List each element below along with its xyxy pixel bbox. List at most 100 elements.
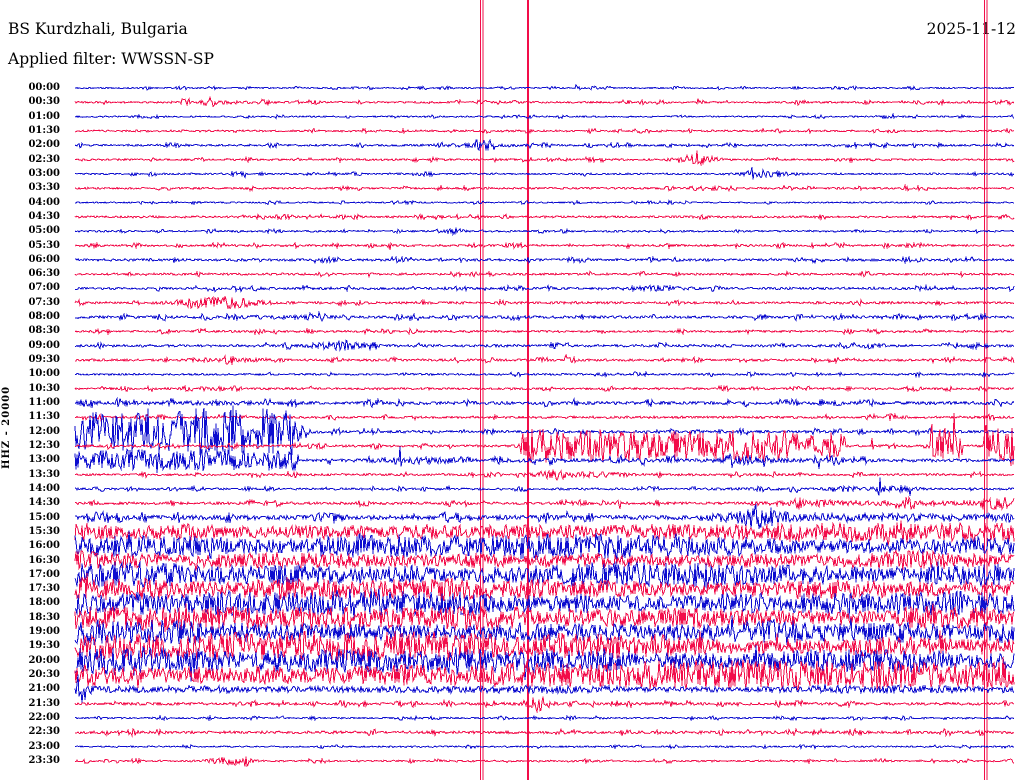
- trace-row-1130: [74, 412, 1015, 422]
- time-label-1000: 10:00: [28, 368, 60, 380]
- trace-row-1430: [74, 495, 1015, 511]
- time-label-0030: 00:30: [28, 96, 60, 108]
- trace-row-1100: [74, 396, 1015, 409]
- time-label-2230: 22:30: [28, 726, 60, 738]
- trace-row-0700: [74, 283, 1015, 293]
- trace-row-2300: [74, 743, 1015, 751]
- trace-row-1530: [74, 520, 1015, 547]
- time-label-0730: 07:30: [28, 296, 60, 308]
- time-label-2000: 20:00: [28, 654, 60, 666]
- applied-filter-label: Applied filter: WWSSN-SP: [8, 50, 214, 68]
- time-label-1930: 19:30: [28, 640, 60, 652]
- time-label-0430: 04:30: [28, 210, 60, 222]
- trace-row-1900: [74, 615, 1015, 646]
- trace-row-0300: [74, 167, 1015, 180]
- time-label-0800: 08:00: [28, 311, 60, 323]
- time-label-0630: 06:30: [28, 268, 60, 280]
- time-label-1230: 12:30: [28, 439, 60, 451]
- trace-row-1200: [74, 405, 1015, 461]
- trace-row-0930: [74, 353, 1015, 366]
- trace-row-0900: [74, 339, 1015, 352]
- time-label-0200: 02:00: [28, 139, 60, 151]
- vertical-marker-line: [482, 0, 484, 780]
- trace-row-0230: [74, 150, 1015, 167]
- time-label-1800: 18:00: [28, 597, 60, 609]
- trace-row-1000: [74, 370, 1015, 379]
- trace-row-1330: [74, 469, 1015, 482]
- time-label-1100: 11:00: [28, 397, 60, 409]
- time-label-1530: 15:30: [28, 525, 60, 537]
- vertical-marker-line: [527, 0, 529, 780]
- time-label-2330: 23:30: [28, 755, 60, 766]
- trace-row-2100: [74, 674, 1015, 703]
- time-label-1400: 14:00: [28, 482, 60, 494]
- station-title: BS Kurdzhali, Bulgaria: [8, 20, 188, 38]
- time-label-0830: 08:30: [28, 325, 60, 337]
- time-label-1900: 19:00: [28, 626, 60, 638]
- time-label-2030: 20:30: [28, 669, 60, 681]
- trace-row-0030: [74, 95, 1015, 108]
- time-label-0930: 09:30: [28, 354, 60, 366]
- trace-row-0000: [74, 83, 1015, 91]
- trace-row-1630: [74, 549, 1015, 571]
- time-label-0000: 00:00: [28, 82, 60, 93]
- time-label-0330: 03:30: [28, 182, 60, 194]
- time-label-0100: 01:00: [28, 110, 60, 122]
- trace-row-0830: [74, 327, 1015, 336]
- time-label-0900: 09:00: [28, 339, 60, 351]
- time-label-0130: 01:30: [28, 124, 60, 136]
- time-label-0700: 07:00: [28, 282, 60, 294]
- trace-row-2130: [74, 696, 1015, 714]
- trace-row-0400: [74, 199, 1015, 206]
- trace-row-1730: [74, 572, 1015, 602]
- time-label-0600: 06:00: [28, 253, 60, 265]
- trace-row-1300: [74, 446, 1015, 474]
- trace-row-0600: [74, 255, 1015, 265]
- trace-row-0430: [74, 212, 1015, 222]
- time-label-0230: 02:30: [28, 153, 60, 165]
- time-label-2100: 21:00: [28, 683, 60, 695]
- trace-row-1400: [74, 477, 1015, 496]
- time-label-0300: 03:00: [28, 167, 60, 179]
- time-label-1130: 11:30: [28, 411, 60, 423]
- time-label-0400: 04:00: [28, 196, 60, 208]
- trace-row-1600: [74, 530, 1015, 561]
- trace-row-1500: [74, 503, 1015, 530]
- trace-row-0800: [74, 310, 1015, 323]
- trace-row-2030: [74, 657, 1015, 691]
- trace-row-0500: [74, 227, 1015, 237]
- time-label-1730: 17:30: [28, 583, 60, 595]
- trace-row-1830: [74, 603, 1015, 632]
- trace-row-0130: [74, 127, 1015, 135]
- trace-row-0730: [74, 296, 1015, 310]
- trace-row-0530: [74, 241, 1015, 251]
- trace-row-2000: [74, 645, 1015, 682]
- time-label-1430: 14:30: [28, 497, 60, 509]
- time-label-1600: 16:00: [28, 540, 60, 552]
- time-label-1300: 13:00: [28, 454, 60, 466]
- vertical-marker-line: [479, 0, 482, 780]
- time-label-1200: 12:00: [28, 425, 60, 437]
- time-label-2300: 23:00: [28, 740, 60, 752]
- time-label-0530: 05:30: [28, 239, 60, 251]
- time-label-1700: 17:00: [28, 568, 60, 580]
- time-label-0500: 05:00: [28, 225, 60, 237]
- time-label-1030: 10:30: [28, 382, 60, 394]
- trace-row-0100: [74, 112, 1015, 120]
- date-label: 2025-11-12: [926, 20, 1016, 38]
- time-label-1330: 13:30: [28, 468, 60, 480]
- time-label-2200: 22:00: [28, 712, 60, 724]
- time-label-2130: 21:30: [28, 697, 60, 709]
- trace-row-0630: [74, 270, 1015, 279]
- trace-row-1800: [74, 588, 1015, 621]
- trace-row-2230: [74, 727, 1015, 738]
- trace-row-1700: [74, 560, 1015, 590]
- time-label-1830: 18:30: [28, 611, 60, 623]
- trace-row-0330: [74, 183, 1015, 192]
- trace-row-1230: [74, 413, 1015, 467]
- trace-row-0200: [74, 138, 1015, 151]
- vertical-marker-line: [983, 0, 986, 780]
- time-label-1500: 15:00: [28, 511, 60, 523]
